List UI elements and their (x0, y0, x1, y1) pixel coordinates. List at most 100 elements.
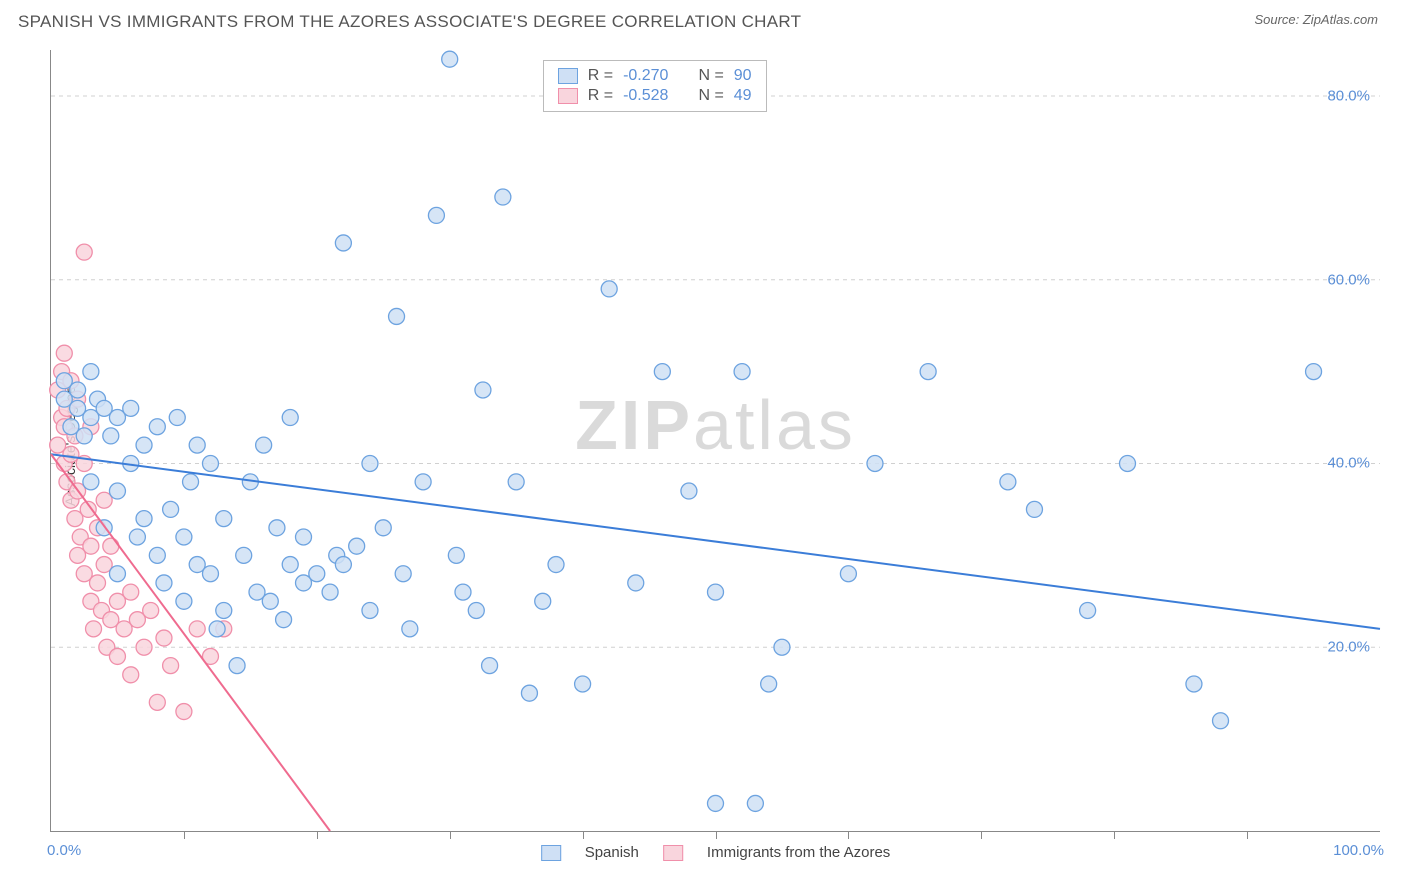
scatter-point (109, 566, 125, 582)
scatter-point (149, 694, 165, 710)
swatch-icon (558, 68, 578, 84)
swatch-icon (663, 845, 683, 861)
scatter-point (109, 483, 125, 499)
scatter-point (1080, 602, 1096, 618)
scatter-point (335, 235, 351, 251)
x-tick (184, 831, 185, 839)
y-tick-label: 80.0% (1327, 87, 1370, 104)
scatter-point (136, 437, 152, 453)
scatter-point (575, 676, 591, 692)
scatter-point (216, 511, 232, 527)
trend-line (51, 454, 1380, 629)
x-tick (1247, 831, 1248, 839)
scatter-point (654, 364, 670, 380)
trend-line (51, 454, 330, 831)
n-label: N = (698, 87, 723, 105)
scatter-point (535, 593, 551, 609)
x-tick (317, 831, 318, 839)
scatter-point (349, 538, 365, 554)
scatter-point (508, 474, 524, 490)
scatter-point (375, 520, 391, 536)
scatter-point (428, 207, 444, 223)
x-tick (848, 831, 849, 839)
scatter-point (628, 575, 644, 591)
scatter-point (149, 419, 165, 435)
scatter-point (86, 621, 102, 637)
scatter-point (1000, 474, 1016, 490)
scatter-point (867, 455, 883, 471)
scatter-point (468, 602, 484, 618)
scatter-point (708, 795, 724, 811)
scatter-point (236, 547, 252, 563)
scatter-point (209, 621, 225, 637)
x-tick (1114, 831, 1115, 839)
chart-title: SPANISH VS IMMIGRANTS FROM THE AZORES AS… (18, 12, 801, 32)
scatter-point (681, 483, 697, 499)
scatter-point (296, 529, 312, 545)
scatter-point (495, 189, 511, 205)
scatter-point (156, 575, 172, 591)
scatter-point (163, 658, 179, 674)
scatter-point (83, 538, 99, 554)
scatter-point (389, 308, 405, 324)
n-value-spanish: 90 (734, 67, 752, 85)
scatter-point (189, 621, 205, 637)
scatter-point (774, 639, 790, 655)
chart-legend: Spanish Immigrants from the Azores (541, 844, 891, 861)
scatter-point (176, 593, 192, 609)
scatter-point (1213, 713, 1229, 729)
swatch-icon (541, 845, 561, 861)
x-axis-end-label: 100.0% (1333, 842, 1384, 859)
scatter-point (262, 593, 278, 609)
scatter-point (229, 658, 245, 674)
legend-label-spanish: Spanish (585, 844, 639, 861)
scatter-point (269, 520, 285, 536)
y-tick-label: 20.0% (1327, 639, 1370, 656)
scatter-point (202, 455, 218, 471)
x-tick (450, 831, 451, 839)
scatter-point (734, 364, 750, 380)
scatter-point (761, 676, 777, 692)
scatter-point (103, 428, 119, 444)
scatter-point (149, 547, 165, 563)
swatch-icon (558, 88, 578, 104)
scatter-point (83, 474, 99, 490)
r-value-spanish: -0.270 (623, 67, 668, 85)
scatter-point (455, 584, 471, 600)
y-tick-label: 60.0% (1327, 271, 1370, 288)
scatter-point (156, 630, 172, 646)
scatter-point (56, 345, 72, 361)
scatter-point (76, 428, 92, 444)
scatter-point (216, 602, 232, 618)
scatter-point (183, 474, 199, 490)
scatter-point (282, 557, 298, 573)
scatter-point (282, 410, 298, 426)
scatter-point (601, 281, 617, 297)
scatter-point (402, 621, 418, 637)
correlation-stats-box: R = -0.270 N = 90 R = -0.528 N = 49 (543, 60, 767, 112)
scatter-point (309, 566, 325, 582)
scatter-point (83, 364, 99, 380)
scatter-point (335, 557, 351, 573)
r-value-azores: -0.528 (623, 87, 668, 105)
scatter-point (90, 575, 106, 591)
scatter-point (1119, 455, 1135, 471)
scatter-point (163, 501, 179, 517)
scatter-point (276, 612, 292, 628)
scatter-point (548, 557, 564, 573)
x-axis-start-label: 0.0% (47, 842, 81, 859)
scatter-point (202, 566, 218, 582)
scatter-point (109, 648, 125, 664)
x-tick (716, 831, 717, 839)
scatter-point (747, 795, 763, 811)
stats-row-spanish: R = -0.270 N = 90 (558, 66, 752, 86)
scatter-point (169, 410, 185, 426)
scatter-point (362, 455, 378, 471)
scatter-point (1026, 501, 1042, 517)
r-label: R = (588, 67, 613, 85)
scatter-point (415, 474, 431, 490)
scatter-point (395, 566, 411, 582)
source-credit: Source: ZipAtlas.com (1254, 12, 1378, 27)
scatter-point (448, 547, 464, 563)
scatter-point (362, 602, 378, 618)
